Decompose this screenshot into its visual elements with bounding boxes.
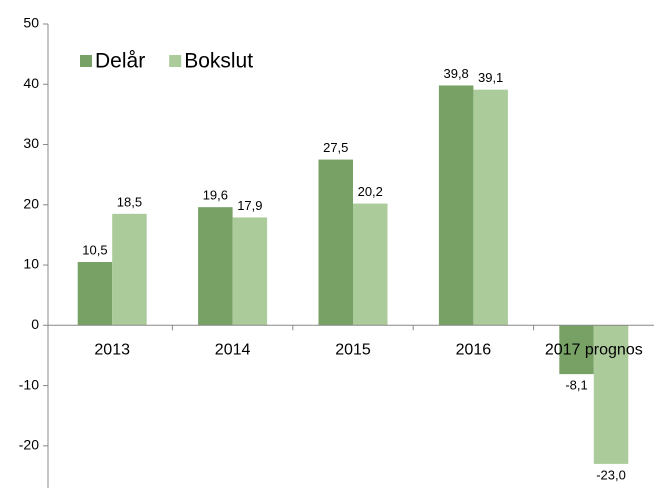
bar (353, 203, 388, 326)
y-tick-label: 40 (23, 75, 39, 91)
x-tick-label: 2016 (456, 342, 492, 359)
y-tick-label: 10 (23, 256, 39, 272)
bar (198, 207, 233, 326)
data-label: 27,5 (323, 140, 348, 155)
data-label: 19,6 (203, 188, 228, 203)
data-label: 18,5 (117, 194, 142, 209)
data-label: 17,9 (237, 198, 262, 213)
x-tick-label: 2015 (335, 342, 371, 359)
bar (473, 89, 508, 326)
data-label: 20,2 (358, 184, 383, 199)
bar (559, 325, 594, 375)
data-label: -8,1 (565, 378, 587, 393)
y-tick-label: 50 (23, 15, 39, 31)
data-label: 39,8 (443, 66, 468, 81)
bar (318, 159, 353, 326)
legend-label: Bokslut (184, 50, 253, 73)
y-tick-label: 0 (31, 316, 39, 332)
x-tick-label: 2013 (94, 342, 130, 359)
y-tick-label: 30 (23, 135, 39, 151)
bar (593, 325, 629, 464)
data-label: -23,0 (596, 467, 626, 482)
data-label: 39,1 (478, 70, 503, 85)
y-tick-label: 20 (23, 195, 39, 211)
bar (77, 262, 113, 326)
legend-label: Delår (95, 50, 145, 73)
y-tick-label: -10 (19, 376, 39, 392)
data-label: 10,5 (82, 242, 107, 257)
x-tick-label: 2017 prognos (545, 342, 643, 359)
legend-swatch (169, 55, 182, 67)
bar (112, 213, 147, 326)
legend-swatch (80, 55, 92, 67)
bar (232, 217, 268, 326)
bar (438, 85, 474, 326)
y-tick-label: -20 (19, 437, 39, 453)
x-tick-label: 2014 (215, 342, 251, 359)
